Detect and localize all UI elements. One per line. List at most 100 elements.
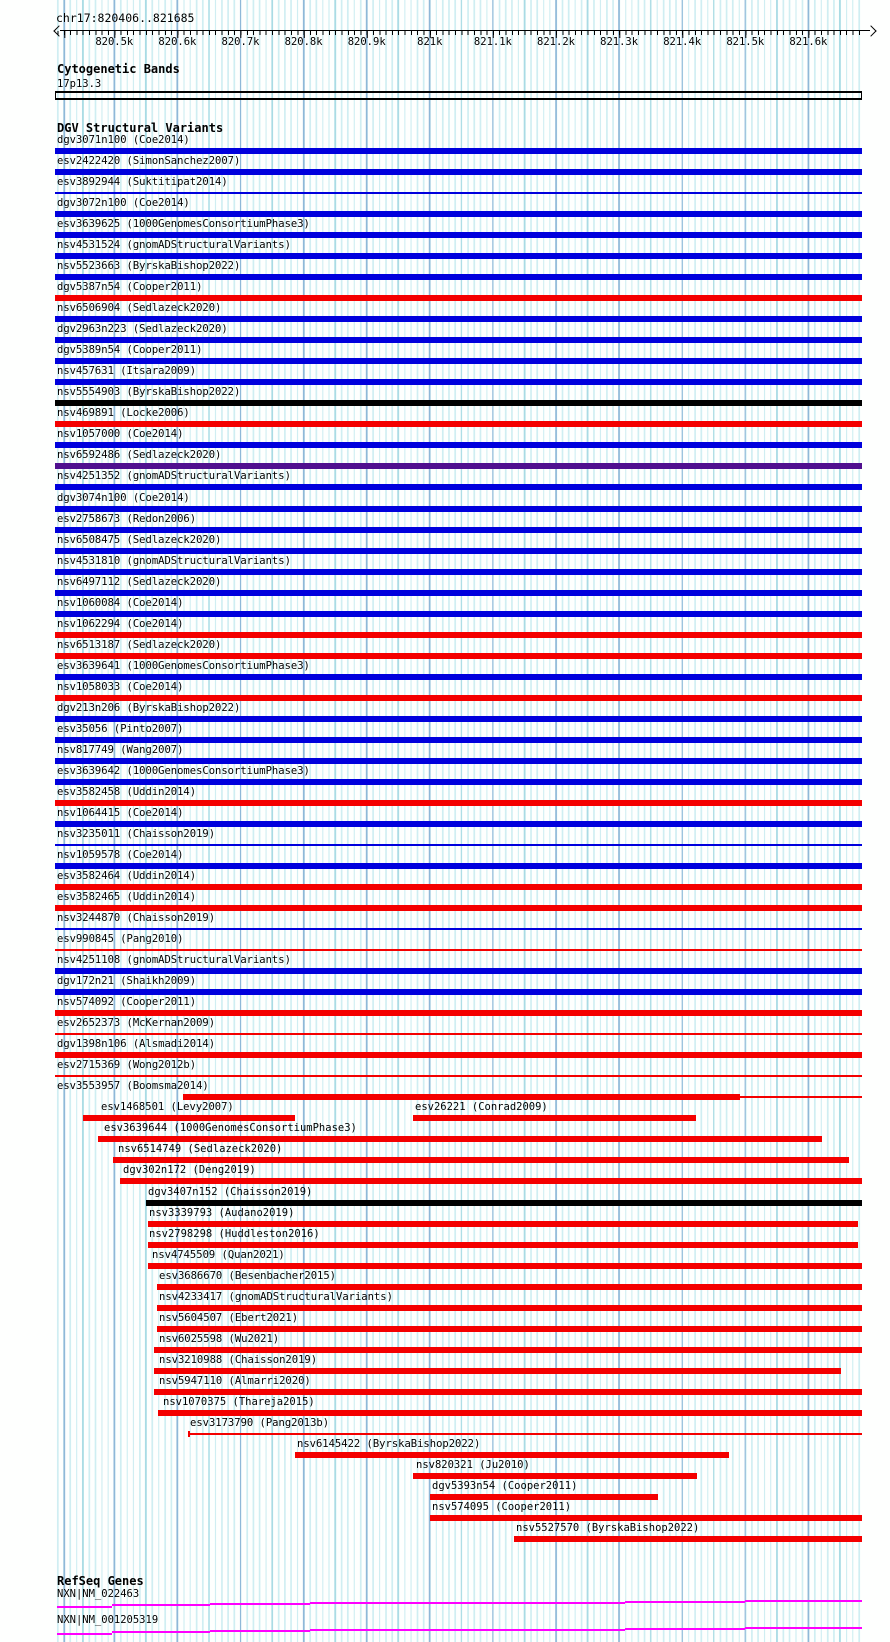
gene-label[interactable]: NXN|NM_022463 xyxy=(57,1588,140,1600)
variant-label[interactable]: dgv5387n54 (Cooper2011) xyxy=(57,281,203,294)
variant-label[interactable]: esv3582465 (Uddin2014) xyxy=(57,891,197,904)
variant-label[interactable]: nsv6497112 (Sedlazeck2020) xyxy=(57,575,222,588)
variant-bar[interactable] xyxy=(55,442,862,449)
variant-label[interactable]: nsv1070375 (Thareja2015) xyxy=(163,1395,315,1408)
variant-label[interactable]: nsv4251108 (gnomADStructuralVariants) xyxy=(57,954,291,967)
variant-label[interactable]: esv2758673 (Redon2006) xyxy=(57,512,197,525)
variant-label[interactable]: esv3582458 (Uddin2014) xyxy=(57,785,197,798)
variant-label[interactable]: nsv3235011 (Chaisson2019) xyxy=(57,827,216,840)
variant-label[interactable]: nsv6513187 (Sedlazeck2020) xyxy=(57,638,222,651)
variant-label[interactable]: nsv3339793 (Audano2019) xyxy=(149,1206,295,1219)
variant-label[interactable]: dgv5393n54 (Cooper2011) xyxy=(432,1479,578,1492)
variant-bar[interactable] xyxy=(55,589,862,596)
variant-bar[interactable] xyxy=(55,379,862,386)
variant-label[interactable]: nsv1060084 (Coe2014) xyxy=(57,596,184,609)
variant-label[interactable]: esv3639625 (1000GenomesConsortiumPhase3) xyxy=(57,218,310,231)
variant-label[interactable]: nsv4233417 (gnomADStructuralVariants) xyxy=(159,1290,393,1303)
variant-label[interactable]: esv3173790 (Pang2013b) xyxy=(190,1416,330,1429)
variant-bar[interactable] xyxy=(55,211,862,218)
variant-bar[interactable] xyxy=(514,1535,862,1542)
variant-label[interactable]: nsv4531524 (gnomADStructuralVariants) xyxy=(57,239,291,252)
variant-bar[interactable] xyxy=(55,1010,862,1017)
variant-bar[interactable] xyxy=(157,1325,862,1332)
variant-bar[interactable] xyxy=(55,484,862,491)
variant-label[interactable]: esv26221 (Conrad2009) xyxy=(415,1101,548,1114)
variant-bar[interactable] xyxy=(158,1409,862,1416)
variant-bar[interactable] xyxy=(55,1052,862,1059)
variant-bar[interactable] xyxy=(55,694,862,701)
variant-bar[interactable] xyxy=(154,1367,841,1374)
variant-bar[interactable] xyxy=(113,1157,849,1164)
variant-bar[interactable] xyxy=(430,1514,862,1521)
variant-label[interactable]: nsv1064415 (Coe2014) xyxy=(57,806,184,819)
variant-bar[interactable] xyxy=(55,463,862,470)
variant-label[interactable]: dgv213n206 (ByrskaBishop2022) xyxy=(57,701,241,714)
variant-label[interactable]: nsv1057000 (Coe2014) xyxy=(57,428,184,441)
variant-bar[interactable] xyxy=(55,295,862,302)
variant-label[interactable]: dgv5389n54 (Cooper2011) xyxy=(57,344,203,357)
variant-bar[interactable] xyxy=(120,1178,862,1185)
gene-line-segment[interactable] xyxy=(210,1603,310,1605)
variant-label[interactable]: esv1468501 (Levy2007) xyxy=(101,1101,234,1114)
variant-bar[interactable] xyxy=(188,1432,862,1435)
variant-label[interactable]: nsv6506904 (Sedlazeck2020) xyxy=(57,302,222,315)
variant-bar[interactable] xyxy=(55,1075,862,1078)
variant-bar[interactable] xyxy=(83,1115,295,1122)
variant-label[interactable]: nsv574095 (Cooper2011) xyxy=(432,1500,572,1513)
variant-label[interactable]: esv3639641 (1000GenomesConsortiumPhase3) xyxy=(57,659,310,672)
variant-bar[interactable] xyxy=(157,1304,862,1311)
variant-label[interactable]: esv3639642 (1000GenomesConsortiumPhase3) xyxy=(57,764,310,777)
variant-label[interactable]: nsv5527570 (ByrskaBishop2022) xyxy=(516,1521,700,1534)
variant-label[interactable]: nsv457631 (Itsara2009) xyxy=(57,365,197,378)
variant-label[interactable]: esv990845 (Pang2010) xyxy=(57,933,184,946)
variant-bar[interactable] xyxy=(157,1283,862,1290)
variant-label[interactable]: nsv6592486 (Sedlazeck2020) xyxy=(57,449,222,462)
variant-bar[interactable] xyxy=(55,631,862,638)
variant-label[interactable]: esv3553957 (Boomsma2014) xyxy=(57,1080,209,1093)
variant-bar[interactable] xyxy=(55,421,862,428)
variant-label[interactable]: nsv3210988 (Chaisson2019) xyxy=(159,1353,318,1366)
variant-label[interactable]: nsv5523663 (ByrskaBishop2022) xyxy=(57,260,241,273)
variant-bar[interactable] xyxy=(55,610,862,617)
variant-bar[interactable] xyxy=(55,400,862,407)
variant-bar[interactable] xyxy=(55,949,862,952)
variant-label[interactable]: nsv5554903 (ByrskaBishop2022) xyxy=(57,386,241,399)
variant-label[interactable]: esv2715369 (Wong2012b) xyxy=(57,1059,197,1072)
variant-bar[interactable] xyxy=(55,337,862,344)
gene-line-segment[interactable] xyxy=(745,1600,862,1602)
variant-bar[interactable] xyxy=(55,148,862,154)
variant-label[interactable]: nsv469891 (Locke2006) xyxy=(57,407,190,420)
gene-line-segment[interactable] xyxy=(57,1606,112,1608)
variant-bar[interactable] xyxy=(55,652,862,659)
gene-line-segment[interactable] xyxy=(310,1629,625,1631)
variant-bar[interactable] xyxy=(154,1388,862,1395)
variant-label[interactable]: nsv1058033 (Coe2014) xyxy=(57,680,184,693)
variant-label[interactable]: esv3639644 (1000GenomesConsortiumPhase3) xyxy=(104,1122,357,1135)
variant-label[interactable]: esv3892944 (Suktitipat2014) xyxy=(57,176,228,189)
variant-label[interactable]: nsv5604507 (Ebert2021) xyxy=(159,1311,299,1324)
variant-bar[interactable] xyxy=(183,1094,740,1101)
gene-line-segment[interactable] xyxy=(112,1631,210,1633)
variant-bar[interactable] xyxy=(55,358,862,365)
variant-bar[interactable] xyxy=(413,1472,697,1479)
variant-bar[interactable] xyxy=(154,1346,862,1353)
variant-label[interactable]: nsv820321 (Ju2010) xyxy=(416,1458,530,1471)
variant-label[interactable]: nsv574092 (Cooper2011) xyxy=(57,996,197,1009)
variant-label[interactable]: dgv302n172 (Deng2019) xyxy=(123,1164,256,1177)
variant-bar[interactable] xyxy=(55,799,862,806)
variant-bar[interactable] xyxy=(55,526,862,533)
variant-label[interactable]: nsv2798298 (Huddleston2016) xyxy=(149,1227,320,1240)
variant-bar[interactable] xyxy=(55,1033,862,1036)
variant-label[interactable]: dgv3071n100 (Coe2014) xyxy=(57,134,190,146)
variant-bar[interactable] xyxy=(55,968,862,975)
variant-bar[interactable] xyxy=(295,1451,729,1458)
variant-bar[interactable] xyxy=(55,232,862,239)
variant-label[interactable]: esv3582464 (Uddin2014) xyxy=(57,870,197,883)
variant-label[interactable]: nsv4531810 (gnomADStructuralVariants) xyxy=(57,554,291,567)
variant-bar[interactable] xyxy=(146,1199,862,1206)
variant-bar[interactable] xyxy=(55,736,862,743)
variant-bar[interactable] xyxy=(55,673,862,680)
variant-bar[interactable] xyxy=(430,1493,658,1500)
variant-bar[interactable] xyxy=(55,757,862,764)
variant-label[interactable]: nsv817749 (Wang2007) xyxy=(57,743,184,756)
